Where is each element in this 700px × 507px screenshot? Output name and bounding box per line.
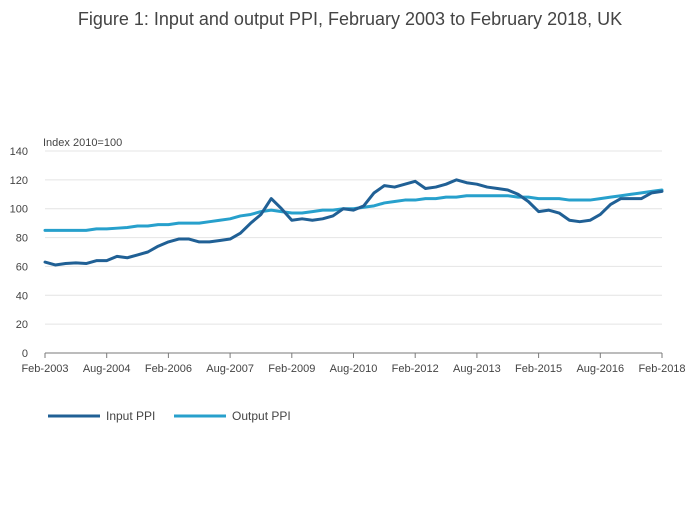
y-tick-label-100: 100	[10, 204, 28, 216]
x-axis-ticks: Feb-2003 Aug-2004 Feb-2006 Aug-2007 Feb-2009…	[21, 353, 686, 375]
x-tick-label-Aug-2016: Aug-2016	[576, 363, 624, 375]
x-tick-label-Feb-2015: Feb-2015	[515, 363, 562, 375]
y-tick-label-40: 40	[16, 290, 28, 302]
legend: Input PPI Output PPI	[48, 409, 291, 423]
series-lines	[43, 178, 664, 267]
x-tick-label-Feb-2006: Feb-2006	[145, 363, 192, 375]
x-tick-label-Feb-2009: Feb-2009	[268, 363, 315, 375]
legend-label-input-ppi: Input PPI	[106, 409, 155, 423]
y-tick-label-140: 140	[10, 146, 28, 158]
x-tick-label-Feb-2003: Feb-2003	[21, 363, 68, 375]
x-tick-label-Aug-2004: Aug-2004	[83, 363, 131, 375]
y-tick-label-0: 0	[22, 348, 28, 360]
x-tick-label-Feb-2012: Feb-2012	[392, 363, 439, 375]
y-axis-label: Index 2010=100	[43, 137, 122, 149]
legend-label-output-ppi: Output PPI	[232, 409, 291, 423]
chart-title: Figure 1: Input and output PPI, February…	[78, 9, 622, 29]
x-tick-label-Aug-2013: Aug-2013	[453, 363, 501, 375]
y-tick-label-120: 120	[10, 175, 28, 187]
y-tick-label-20: 20	[16, 319, 28, 331]
gridlines	[45, 150, 662, 325]
x-tick-label-Aug-2007: Aug-2007	[206, 363, 254, 375]
x-tick-label-Aug-2010: Aug-2010	[330, 363, 378, 375]
y-axis-ticks: 0 20 40 60 80 100 120 140	[10, 146, 28, 360]
x-tick-label-Feb-2018: Feb-2018	[638, 363, 685, 375]
y-tick-label-80: 80	[16, 233, 28, 245]
y-tick-label-60: 60	[16, 261, 28, 273]
series-line-input-ppi	[43, 178, 664, 267]
